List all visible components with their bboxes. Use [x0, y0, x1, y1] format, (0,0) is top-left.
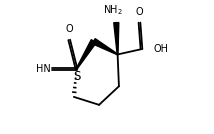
Text: O: O [136, 7, 143, 17]
Polygon shape [92, 39, 118, 55]
Polygon shape [114, 23, 119, 54]
Text: S: S [73, 70, 81, 83]
Polygon shape [76, 40, 96, 69]
Text: O: O [65, 24, 73, 34]
Text: OH: OH [153, 44, 168, 54]
Text: NH$_2$: NH$_2$ [103, 3, 123, 17]
Text: HN: HN [36, 64, 51, 74]
